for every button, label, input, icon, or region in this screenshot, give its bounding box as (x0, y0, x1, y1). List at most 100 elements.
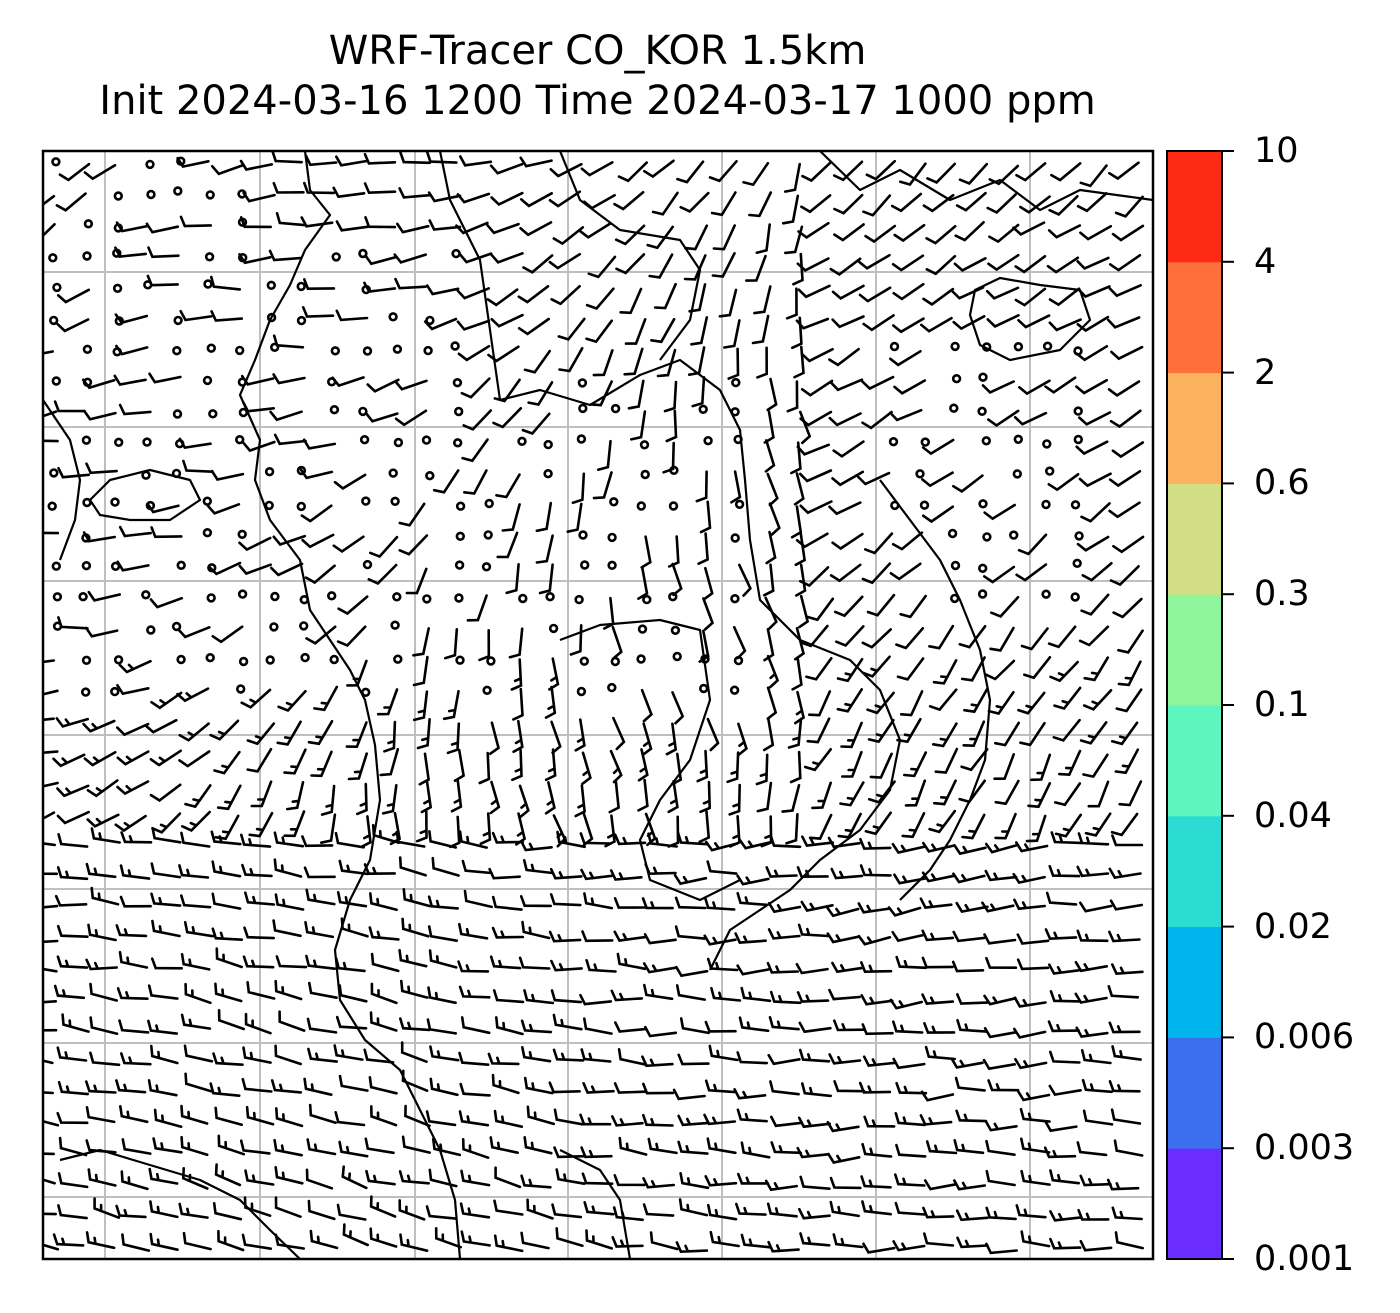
wind-barb (52, 753, 86, 768)
calm-wind-circle (112, 347, 122, 357)
wind-barb (796, 1146, 830, 1159)
wind-barb (649, 1231, 679, 1251)
wind-barb (894, 1201, 926, 1216)
calm-wind-circle (390, 496, 400, 506)
wind-barb (579, 832, 612, 845)
wind-barb (490, 191, 524, 206)
calm-wind-circle (112, 283, 123, 293)
wind-barb (662, 441, 675, 474)
wind-barb (860, 994, 894, 1006)
wind-barb (544, 748, 557, 782)
map-title: WRF-Tracer CO_KOR 1.5km Init 2024-03-16 … (40, 26, 1155, 126)
wind-barb (919, 1114, 953, 1126)
wind-barb (429, 1045, 460, 1062)
wind-barb (552, 226, 585, 246)
wind-barb (43, 750, 59, 755)
wind-barb (271, 151, 303, 164)
wind-barb (859, 837, 892, 850)
wind-barb (56, 866, 89, 881)
wind-barbs (43, 151, 1145, 1255)
wind-barb (679, 1017, 710, 1035)
wind-barb (305, 954, 336, 970)
wind-barb (456, 192, 491, 204)
wind-barb (798, 469, 833, 483)
wind-barb (956, 993, 989, 1005)
wind-barb (183, 921, 215, 938)
wind-barb (899, 690, 924, 717)
calm-wind-circle (730, 533, 740, 543)
wind-barb (273, 831, 305, 848)
wind-barb (895, 955, 928, 970)
wind-barb (1050, 831, 1083, 845)
wind-barb (1114, 748, 1140, 775)
wind-barb (616, 952, 647, 971)
wind-barb (270, 1079, 303, 1094)
wind-barb (1108, 1080, 1141, 1093)
calm-wind-circle (51, 157, 61, 167)
calm-wind-circle (81, 655, 92, 665)
wind-barb (889, 562, 922, 581)
wind-barb (783, 162, 801, 193)
wind-barb (895, 1081, 928, 1095)
wind-barb (459, 1202, 491, 1219)
calm-wind-circle (703, 436, 713, 446)
wind-barb (147, 984, 179, 1000)
wind-barb (641, 1055, 674, 1068)
wind-barb (519, 839, 553, 852)
coastline-north (558, 151, 702, 361)
calm-wind-circle (176, 560, 186, 570)
wind-barb (710, 986, 742, 1002)
calm-wind-circle (141, 470, 151, 480)
wind-barb (1014, 1058, 1048, 1070)
wind-barb (958, 779, 986, 804)
wind-barb (585, 287, 615, 311)
wind-barb (116, 722, 150, 737)
wind-barb (118, 1019, 150, 1034)
wind-barb (934, 747, 959, 774)
wind-barb (54, 894, 88, 907)
wind-barb (857, 934, 892, 946)
wind-barb (1115, 688, 1143, 713)
calm-wind-circle (484, 498, 494, 509)
wind-barb (1109, 409, 1142, 429)
wind-barb (401, 1135, 431, 1154)
wind-barb (332, 535, 365, 553)
calm-wind-circle (451, 248, 461, 259)
wind-barb (646, 225, 674, 250)
wind-barb (56, 810, 90, 825)
wind-barb (953, 844, 987, 856)
calm-wind-circle (237, 589, 248, 599)
wind-barb (708, 1044, 739, 1062)
wind-barb (737, 722, 748, 757)
wind-barb (578, 222, 612, 239)
calm-wind-circle (207, 563, 217, 573)
wind-barb (548, 1081, 581, 1094)
wind-barb (837, 812, 862, 839)
wind-barb (1049, 1050, 1081, 1064)
wind-barb (180, 953, 211, 971)
wind-barb (1080, 593, 1110, 616)
calm-wind-circle (204, 252, 215, 262)
wind-barb (446, 722, 461, 755)
calm-wind-circle (642, 594, 652, 605)
wind-barb (1019, 1107, 1051, 1123)
wind-barb (1016, 933, 1050, 945)
wind-barb (1030, 753, 1052, 782)
wind-barb (904, 779, 927, 807)
wind-barb (55, 192, 87, 212)
wind-barb (828, 1053, 862, 1065)
wind-barb (551, 1203, 583, 1219)
wind-barb (275, 1107, 304, 1128)
calm-wind-circle (1073, 434, 1084, 445)
wind-barb (398, 502, 426, 527)
wind-barb (43, 1028, 58, 1032)
wind-barb (363, 863, 396, 876)
calm-wind-circle (81, 435, 92, 445)
wind-barb (899, 594, 927, 619)
wind-barb (983, 503, 1016, 521)
wind-barb (1015, 563, 1048, 582)
calm-wind-circle (425, 471, 435, 481)
wind-barb (415, 810, 428, 843)
calm-wind-circle (266, 312, 277, 323)
wind-barb (703, 934, 737, 946)
